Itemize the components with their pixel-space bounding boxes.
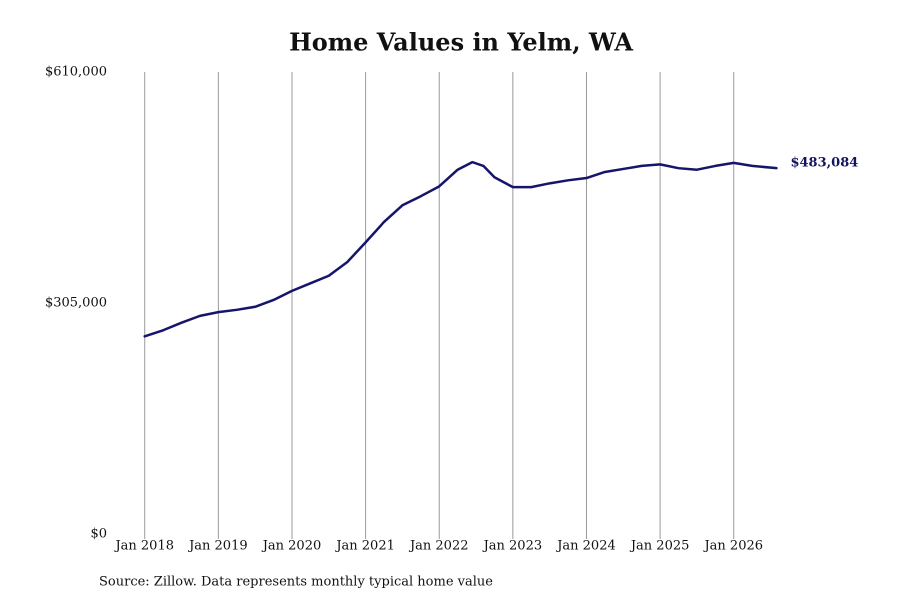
x-tick-label: Jan 2026: [702, 539, 763, 554]
y-tick-label: $610,000: [45, 65, 107, 80]
end-value-label: $483,084: [790, 156, 858, 171]
chart-title: Home Values in Yelm, WA: [289, 28, 633, 57]
source-note: Source: Zillow. Data represents monthly …: [99, 575, 493, 590]
x-tick-label: Jan 2024: [555, 539, 616, 554]
x-tick-label: Jan 2019: [187, 539, 248, 554]
x-tick-label: Jan 2021: [334, 539, 395, 554]
x-tick-label: Jan 2020: [261, 539, 322, 554]
line-series: [143, 160, 778, 338]
y-tick-label: $0: [90, 527, 107, 542]
x-tick-label: Jan 2023: [482, 539, 543, 554]
x-tick-label: Jan 2025: [629, 539, 690, 554]
x-tick-label: Jan 2018: [113, 539, 174, 554]
y-tick-label: $305,000: [45, 296, 107, 311]
x-tick-label: Jan 2022: [408, 539, 469, 554]
